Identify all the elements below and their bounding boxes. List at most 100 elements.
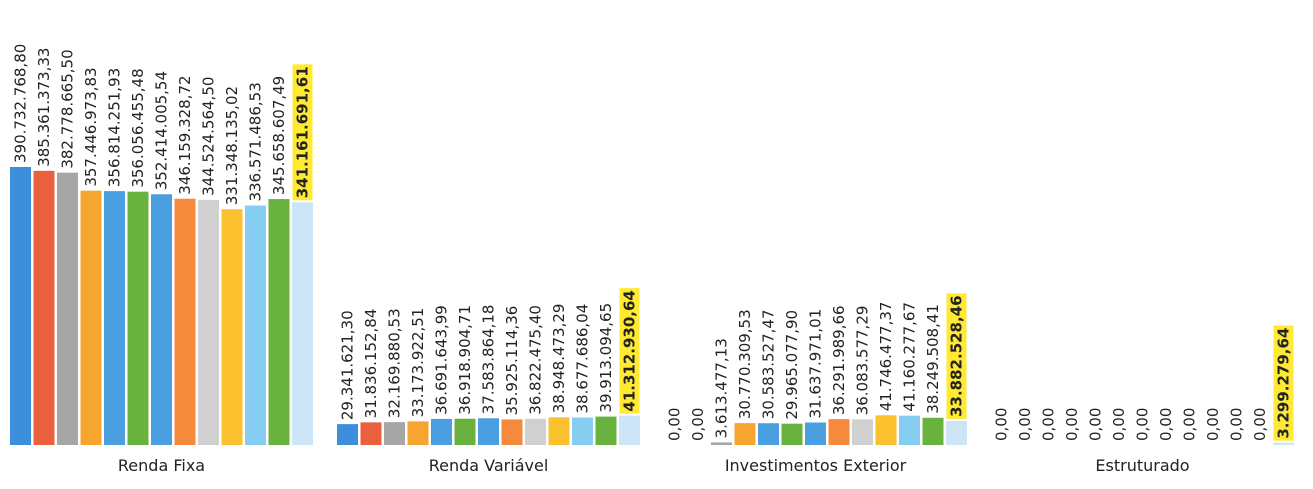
value-label-group: 0,00 — [993, 408, 1011, 441]
value-label-group: 0,00 — [1157, 408, 1175, 441]
value-label: 30.583.527,47 — [760, 309, 778, 419]
value-label-group: 31.637.971,01 — [807, 309, 825, 419]
value-label-group: 41.312.930,64 — [619, 288, 640, 414]
bar — [454, 418, 476, 445]
value-label-group: 356.056.455,48 — [129, 68, 147, 187]
value-label-group: 41.160.277,67 — [901, 302, 919, 412]
bar — [1273, 442, 1294, 445]
value-label-group: 36.918.904,71 — [456, 305, 474, 415]
value-label-group: 0,00 — [1251, 408, 1269, 441]
bar — [407, 421, 429, 445]
value-label-group: 36.083.577,29 — [854, 306, 872, 416]
category-label: Investimentos Exterior — [725, 456, 907, 475]
value-label: 0,00 — [1181, 408, 1199, 441]
value-label: 33.882.528,46 — [948, 295, 966, 416]
value-label-group: 41.746.477,37 — [877, 302, 895, 412]
value-label-group: 0,00 — [689, 408, 707, 441]
bar — [127, 191, 149, 445]
value-label-group: 37.583.864,18 — [480, 305, 498, 415]
value-label-group: 336.571.486,53 — [247, 82, 265, 201]
value-label-group: 33.882.528,46 — [946, 293, 967, 419]
value-label: 0,00 — [689, 408, 707, 441]
value-label: 390.732.768,80 — [12, 44, 30, 163]
value-label-group: 30.583.527,47 — [760, 309, 778, 419]
value-label: 0,00 — [1134, 408, 1152, 441]
value-label-group: 0,00 — [1181, 408, 1199, 441]
value-label: 32.169.880,53 — [386, 308, 404, 418]
value-label-group: 36.691.643,99 — [433, 305, 451, 415]
value-label-group: 32.169.880,53 — [386, 308, 404, 418]
value-label: 41.160.277,67 — [901, 302, 919, 412]
value-label-group: 0,00 — [1228, 408, 1246, 441]
bar — [828, 419, 850, 445]
value-label: 36.291.989,66 — [830, 305, 848, 415]
value-label: 0,00 — [1157, 408, 1175, 441]
value-label: 356.056.455,48 — [129, 68, 147, 187]
value-label: 382.778.665,50 — [59, 49, 77, 168]
value-label-group: 0,00 — [1204, 408, 1222, 441]
value-label-group: 331.348.135,02 — [223, 86, 241, 205]
value-label: 33.173.922,51 — [409, 308, 427, 418]
value-label-group: 345.658.607,49 — [270, 76, 288, 195]
bar — [805, 422, 826, 445]
value-label: 0,00 — [1251, 408, 1269, 441]
value-label: 331.348.135,02 — [223, 86, 241, 205]
value-label: 30.770.309,53 — [736, 309, 754, 419]
value-label: 29.341.621,30 — [339, 310, 357, 420]
bar — [33, 170, 55, 445]
bar — [899, 415, 920, 445]
bar — [360, 422, 382, 445]
bar — [292, 202, 313, 445]
bar — [57, 172, 78, 445]
value-label: 3.613.477,13 — [713, 338, 731, 438]
value-label: 36.083.577,29 — [854, 306, 872, 416]
value-label: 356.814.251,93 — [106, 68, 124, 187]
value-label: 0,00 — [1228, 408, 1246, 441]
value-label: 38.249.508,41 — [924, 304, 942, 414]
value-label: 0,00 — [1063, 408, 1081, 441]
value-label-group: 0,00 — [1040, 408, 1058, 441]
value-label-group: 3.299.279,64 — [1273, 325, 1294, 441]
bar — [10, 167, 31, 445]
value-label: 0,00 — [1087, 408, 1105, 441]
bar — [431, 418, 452, 445]
value-label: 38.948.473,29 — [550, 304, 568, 414]
value-label: 344.524.564,50 — [200, 77, 218, 196]
label-highlight — [1273, 325, 1294, 441]
bar — [384, 422, 405, 445]
value-label: 29.965.077,90 — [783, 310, 801, 420]
value-label-group: 36.291.989,66 — [830, 305, 848, 415]
value-label: 39.913.094,65 — [597, 303, 615, 413]
bar — [337, 424, 358, 445]
value-label-group: 35.925.114,36 — [503, 306, 521, 416]
value-label-group: 382.778.665,50 — [59, 49, 77, 168]
value-label-group: 29.965.077,90 — [783, 310, 801, 420]
value-label-group: 0,00 — [1016, 408, 1034, 441]
bar — [151, 194, 172, 445]
value-label-group: 390.732.768,80 — [12, 44, 30, 163]
value-label-group: 38.249.508,41 — [924, 304, 942, 414]
value-label-group: 0,00 — [1087, 408, 1105, 441]
value-label-group: 31.836.152,84 — [362, 309, 380, 419]
value-label: 352.414.005,54 — [153, 71, 171, 190]
bar — [734, 423, 756, 445]
value-label: 0,00 — [1110, 408, 1128, 441]
value-label: 336.571.486,53 — [247, 82, 265, 201]
value-label: 36.918.904,71 — [456, 305, 474, 415]
value-label: 3.299.279,64 — [1275, 328, 1293, 439]
value-label-group: 30.770.309,53 — [736, 309, 754, 419]
bar — [711, 442, 732, 445]
bar — [525, 418, 546, 445]
value-label-group: 341.161.691,61 — [292, 64, 313, 201]
value-label: 0,00 — [1016, 408, 1034, 441]
category-label: Estruturado — [1095, 456, 1189, 475]
value-label: 36.822.475,40 — [527, 305, 545, 415]
value-label-group: 385.361.373,33 — [35, 48, 53, 167]
label-highlight — [619, 288, 640, 414]
value-label-group: 0,00 — [666, 408, 684, 441]
bar — [104, 191, 125, 445]
value-label-group: 36.822.475,40 — [527, 305, 545, 415]
value-label-group: 33.173.922,51 — [409, 308, 427, 418]
bar — [501, 419, 523, 445]
